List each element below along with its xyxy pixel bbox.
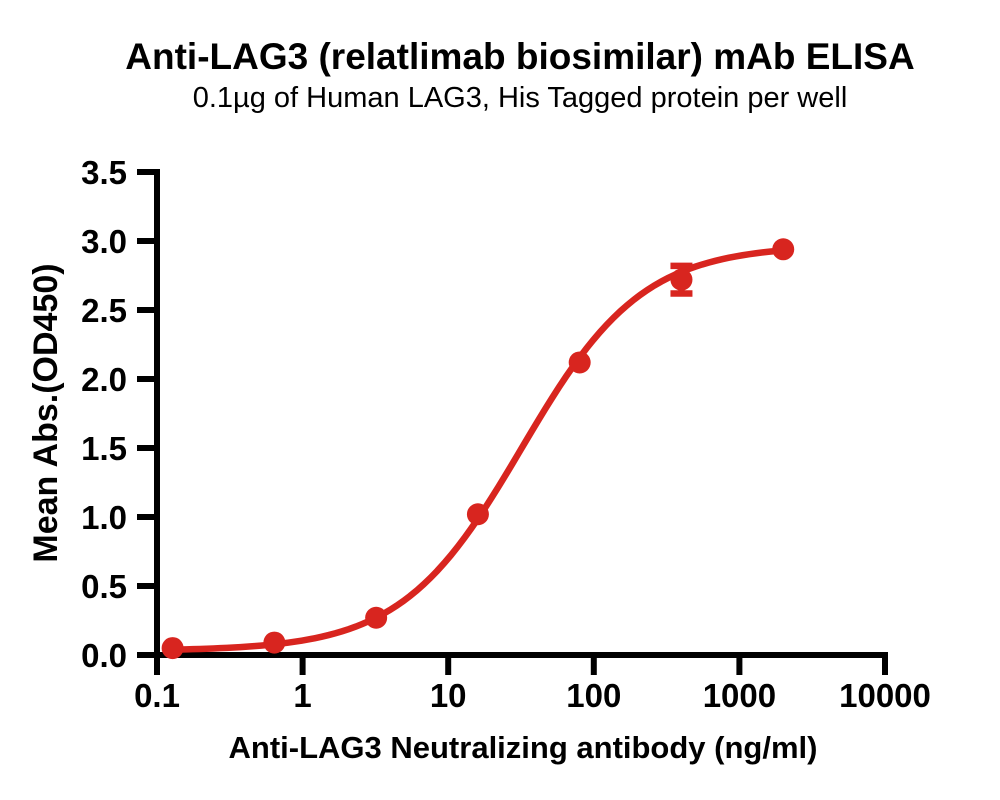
- data-point: [670, 268, 693, 291]
- fit-curve: [169, 247, 787, 653]
- data-point: [161, 637, 184, 660]
- chart-title: Anti-LAG3 (relatlimab biosimilar) mAb EL…: [125, 36, 914, 77]
- x-axis-tick-label: 10: [430, 677, 467, 714]
- axes-layer: 0.0 0.5 1.0 1.5 2.0 2.5 3.0 3.5 0.1 1 10 100 1000 100…: [81, 154, 931, 714]
- y-axis-tick-label: 2.0: [81, 361, 127, 398]
- data-point: [568, 351, 591, 374]
- y-axis-tick-label: 2.5: [81, 292, 127, 329]
- x-axis-title: Anti-LAG3 Neutralizing antibody (ng/ml): [229, 730, 818, 765]
- chart-subtitle: 0.1µg of Human LAG3, His Tagged protein …: [193, 82, 848, 114]
- data-point: [772, 238, 795, 261]
- y-axis-tick-label: 0.5: [81, 568, 127, 605]
- x-axis-tick-label: 100: [566, 677, 621, 714]
- y-axis-tick-label: 0.0: [81, 637, 127, 674]
- y-axis-tick-label: 1.0: [81, 499, 127, 536]
- x-axis-tick-label: 10000: [839, 677, 931, 714]
- data-point: [365, 606, 388, 629]
- x-axis-tick-label: 1000: [703, 677, 776, 714]
- y-axis-tick-label: 3.5: [81, 154, 127, 191]
- data-point: [466, 503, 489, 526]
- y-axis-title: Mean Abs.(OD450): [27, 263, 65, 562]
- x-axis-tick-label: 0.1: [134, 677, 180, 714]
- data-point: [263, 631, 286, 654]
- x-axis-tick-label: 1: [293, 677, 311, 714]
- data-series-layer: [161, 238, 795, 660]
- y-axis-tick-label: 1.5: [81, 430, 127, 467]
- y-axis-tick-label: 3.0: [81, 223, 127, 260]
